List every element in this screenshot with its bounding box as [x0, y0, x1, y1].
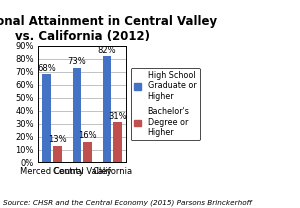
- Text: 13%: 13%: [48, 135, 67, 144]
- Text: 68%: 68%: [37, 64, 56, 73]
- Legend: High School
Graduate or
Higher, Bachelor's
Degree or
Higher: High School Graduate or Higher, Bachelor…: [131, 68, 200, 140]
- Text: 16%: 16%: [78, 131, 97, 140]
- Bar: [83, 142, 92, 162]
- Text: 82%: 82%: [98, 46, 116, 55]
- Bar: [73, 68, 81, 162]
- Text: Source: CHSR and the Central Economy (2015) Parsons Brinckerhoff: Source: CHSR and the Central Economy (20…: [3, 199, 252, 206]
- Title: Educational Attainment in Central Valley
vs. California (2012): Educational Attainment in Central Valley…: [0, 15, 217, 43]
- Bar: [43, 74, 51, 162]
- Text: 31%: 31%: [108, 112, 127, 121]
- Bar: [113, 122, 122, 162]
- Text: 73%: 73%: [67, 57, 86, 66]
- Bar: [53, 146, 62, 162]
- Bar: [103, 56, 111, 162]
